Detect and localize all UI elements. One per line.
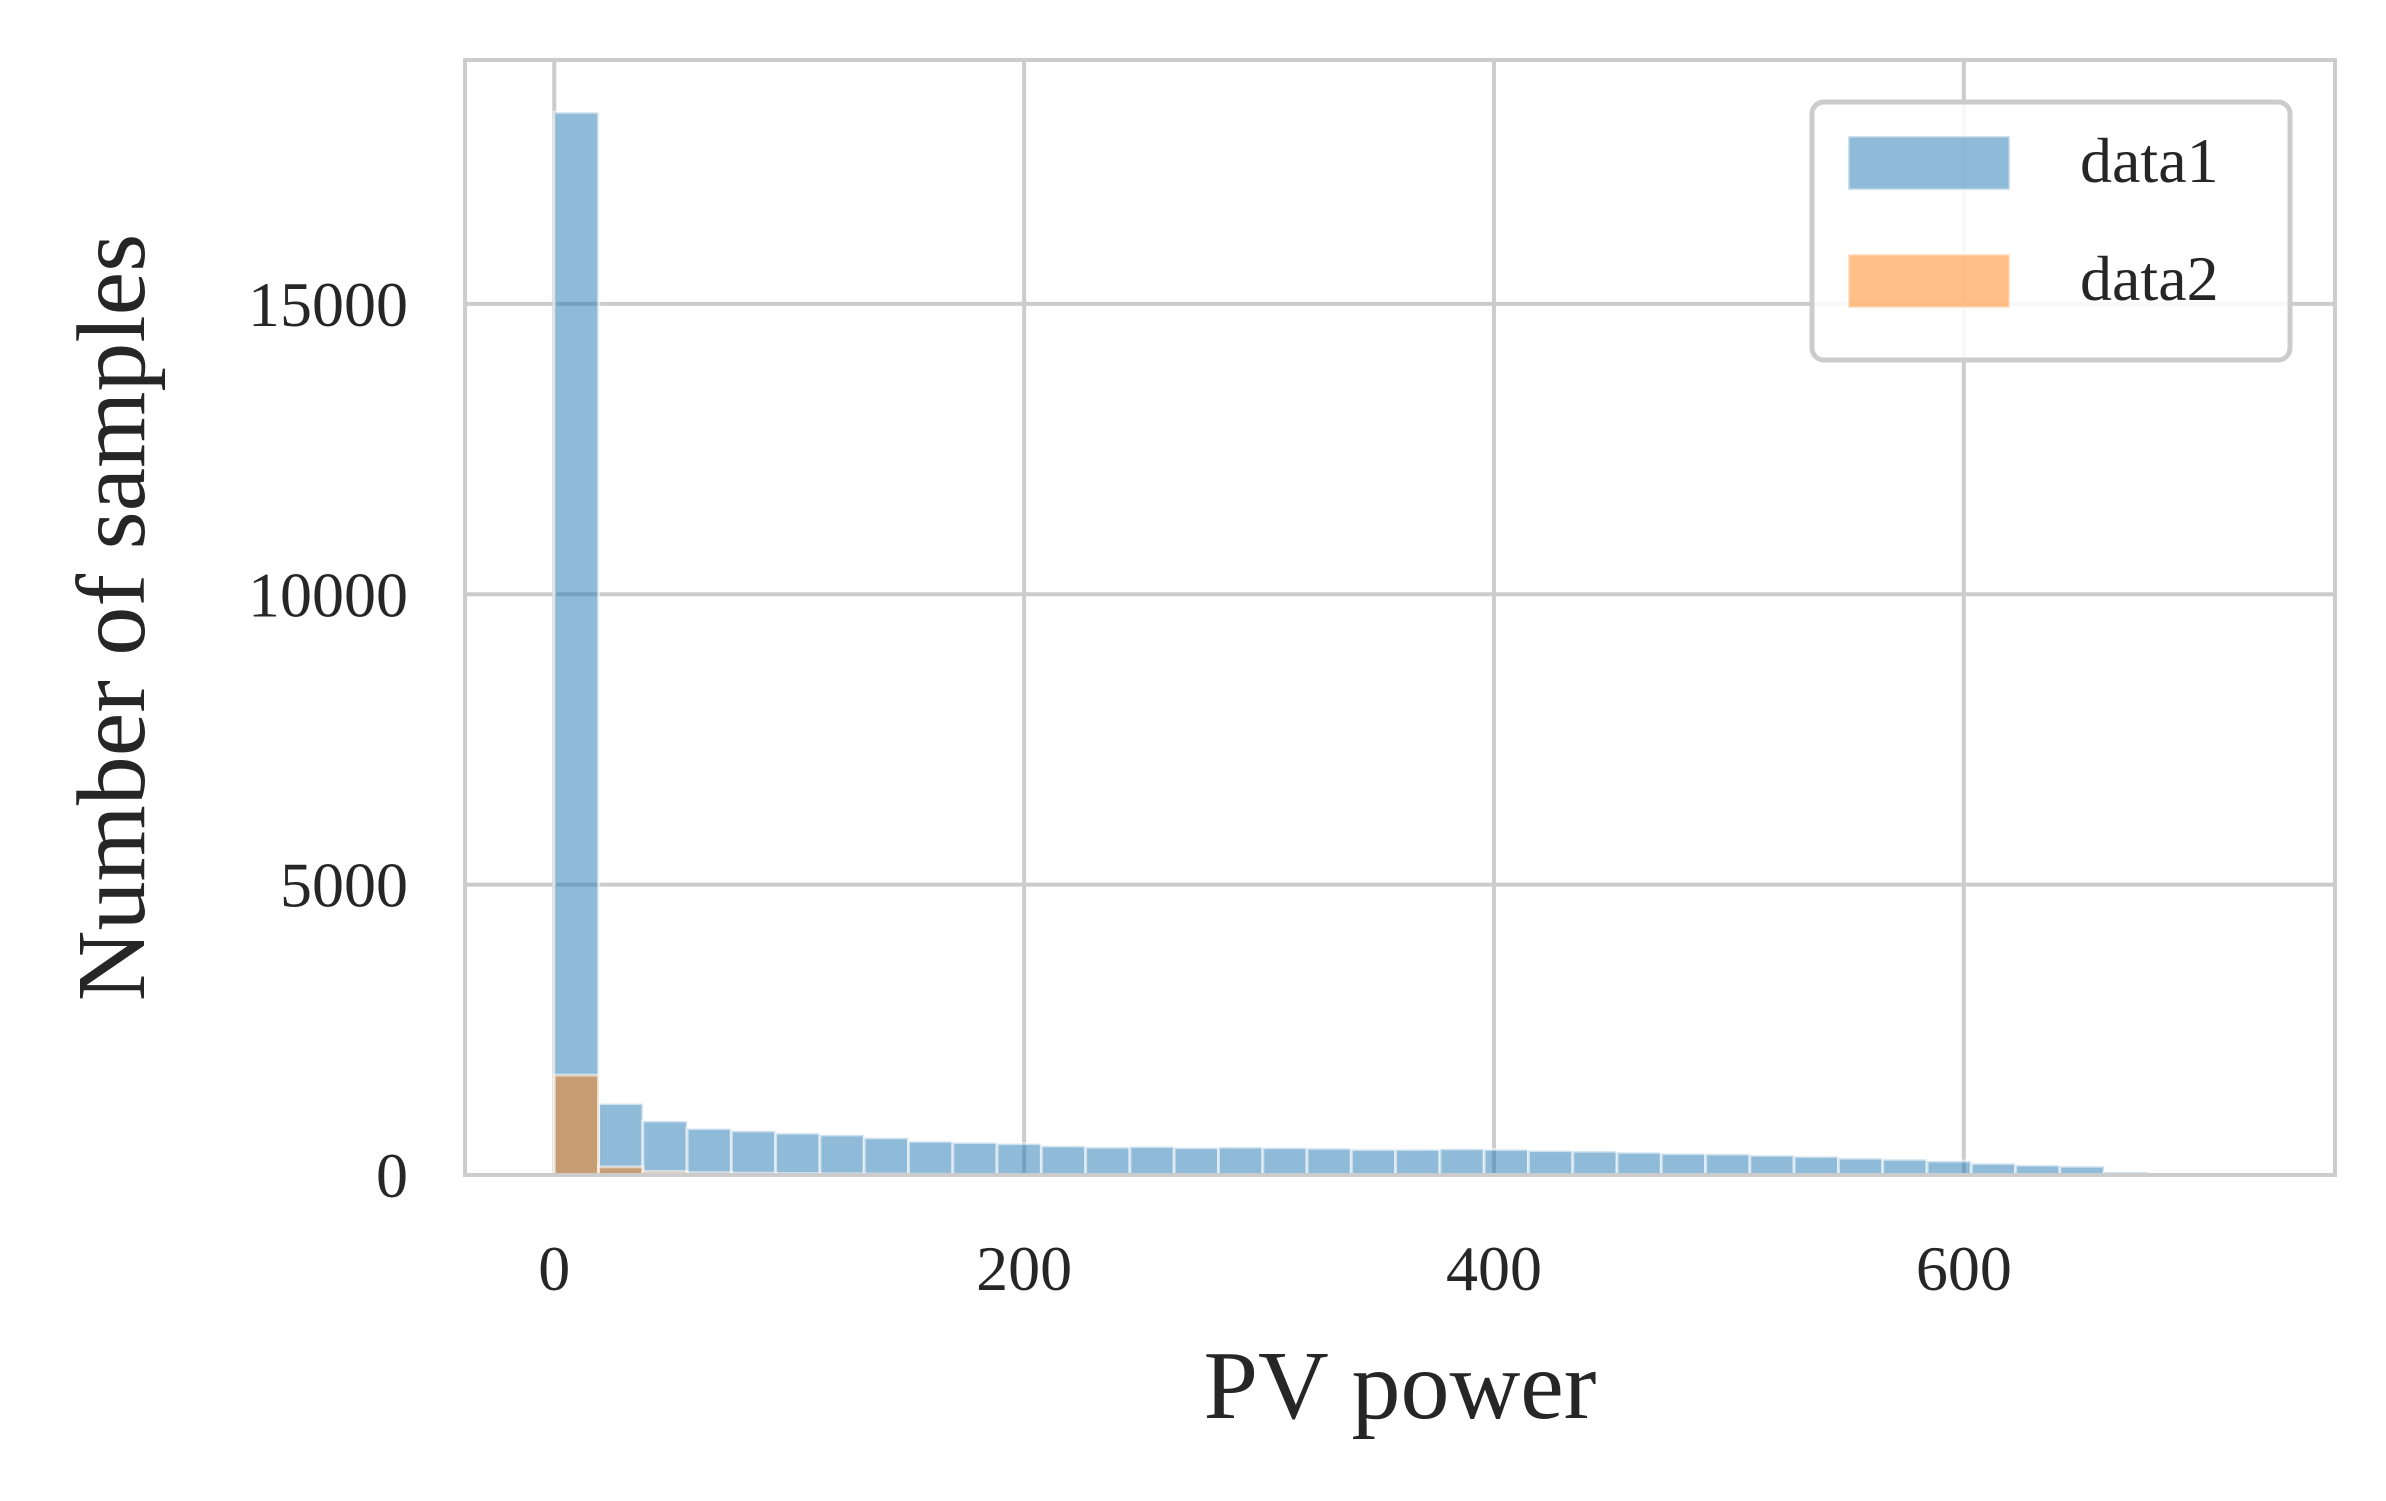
histogram-bar-data1 [1704, 1152, 1752, 1177]
histogram-bar-data1 [1615, 1150, 1663, 1177]
histogram-bar-data1 [1527, 1149, 1575, 1177]
x-tick-label: 200 [976, 1233, 1072, 1304]
histogram-bar-data1 [1571, 1149, 1619, 1177]
histogram-bar-data1 [1394, 1147, 1442, 1177]
histogram-bar-data1 [1482, 1147, 1531, 1177]
histogram-bar-data1 [597, 1102, 645, 1177]
y-tick-label: 15000 [248, 269, 408, 340]
tick-labels: 0 200 400 600 0 5000 10000 15000 [248, 269, 2012, 1304]
x-axis-label: PV power [1204, 1332, 1597, 1440]
histogram-bar-data1 [1836, 1156, 1885, 1177]
histogram-bar-data1 [1792, 1154, 1840, 1177]
legend: data1 data2 [1809, 99, 2293, 363]
histogram-bar-data1 [995, 1142, 1043, 1177]
histogram-bar-data1 [1349, 1147, 1398, 1177]
histogram-bar-data1 [1217, 1145, 1265, 1177]
legend-swatch-data1 [1846, 134, 2012, 192]
histogram-bar-data1 [818, 1133, 866, 1177]
histogram-bar-data1 [552, 110, 601, 1177]
histogram-bar-data1 [1925, 1159, 1973, 1177]
legend-label-data2: data2 [2080, 243, 2219, 314]
plot-frame [463, 58, 2337, 1177]
histogram-bar-data2 [552, 1073, 601, 1177]
histogram-bar-data1 [1039, 1144, 1088, 1177]
y-tick-label: 5000 [280, 850, 408, 921]
y-tick-label: 0 [376, 1140, 408, 1211]
histogram-bar-data1 [1261, 1146, 1309, 1177]
histogram-bar-data1 [641, 1119, 689, 1177]
histogram-bar-data1 [951, 1140, 999, 1177]
histogram-bar-data1 [907, 1139, 955, 1177]
histogram-bar-data1 [1659, 1152, 1708, 1177]
x-tick-label: 400 [1446, 1233, 1542, 1304]
histogram-bar-data1 [1305, 1146, 1353, 1177]
legend-swatch-data2 [1846, 252, 2012, 310]
x-tick-label: 0 [538, 1233, 570, 1304]
legend-label-data1: data1 [2080, 125, 2219, 196]
histogram-bar-data1 [1748, 1153, 1796, 1177]
y-axis-label: Number of samples [58, 234, 166, 1002]
histogram-bar-data1 [862, 1136, 911, 1177]
histogram-bar-data1 [774, 1131, 822, 1177]
histogram-bar-data1 [1128, 1145, 1176, 1177]
histogram-bar-data1 [685, 1127, 733, 1177]
histogram-bar-data1 [1172, 1146, 1221, 1177]
histogram-bar-data1 [1084, 1145, 1132, 1177]
x-tick-label: 600 [1916, 1233, 2012, 1304]
histogram-bar-data1 [729, 1129, 778, 1177]
histogram-bar-data1 [1438, 1147, 1486, 1177]
y-tick-label: 10000 [248, 559, 408, 630]
histogram-bar-data1 [1881, 1157, 1929, 1177]
